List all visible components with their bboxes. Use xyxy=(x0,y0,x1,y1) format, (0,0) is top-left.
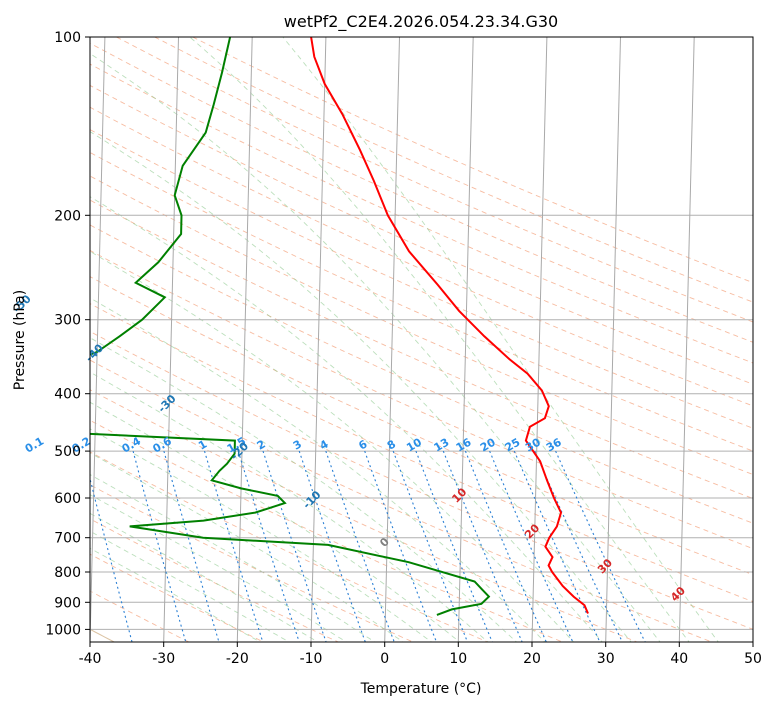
mixing-ratio-line xyxy=(534,450,624,642)
moist-adiabat xyxy=(189,37,690,642)
y-tick-label: 400 xyxy=(54,387,81,403)
mixing-ratio-line xyxy=(237,450,300,642)
dry-adiabat xyxy=(90,199,753,500)
dry-adiabat xyxy=(90,151,753,452)
series-layer xyxy=(90,37,589,616)
y-tick-label: 700 xyxy=(54,531,81,547)
y-tick-label: 300 xyxy=(54,313,81,329)
mixing-ratio-line xyxy=(163,450,220,642)
mixing-ratio-line xyxy=(364,450,437,642)
isotherm-line xyxy=(310,37,327,642)
mixing-ratio-line xyxy=(36,451,82,644)
mixing-ratio-line xyxy=(90,476,133,642)
x-tick-label: 20 xyxy=(523,651,541,667)
mixing-ratio-line xyxy=(325,450,395,642)
mixing-ratio-line xyxy=(513,450,601,642)
x-tick-label: 40 xyxy=(670,651,688,667)
x-axis-title: Temperature (°C) xyxy=(360,681,482,697)
dry-adiabat xyxy=(90,276,753,576)
isotherm-line xyxy=(384,37,400,642)
mixing-ratio-line xyxy=(298,450,366,642)
mixing-ratio-line xyxy=(392,450,469,642)
isotherm-line xyxy=(752,621,753,642)
dry-adiabat xyxy=(90,303,753,603)
x-tick-label: -30 xyxy=(152,651,175,667)
x-tick-label: 50 xyxy=(744,651,762,667)
dry-adiabat xyxy=(90,359,713,642)
chart-title: wetPf2_C2E4.2026.054.23.34.G30 xyxy=(284,12,558,32)
dry-adiabat xyxy=(90,175,753,475)
mixing-ratio-line xyxy=(203,450,264,642)
dry-adiabat xyxy=(90,84,753,385)
y-tick-label: 100 xyxy=(54,30,81,46)
x-tick-label: 30 xyxy=(597,651,615,667)
y-tick-label: 600 xyxy=(54,491,81,507)
grid-layer xyxy=(36,37,753,644)
y-tick-label: 500 xyxy=(54,444,81,460)
x-tick-label: 0 xyxy=(380,651,389,667)
isotherm-line xyxy=(457,37,474,642)
isotherm-line xyxy=(531,37,548,642)
isotherm-line xyxy=(605,37,621,642)
moist-adiabat xyxy=(90,53,661,642)
x-tick-label: -10 xyxy=(300,651,323,667)
x-tick-label: 10 xyxy=(449,651,467,667)
y-tick-label: 200 xyxy=(54,208,81,224)
dry-adiabat xyxy=(90,224,753,524)
y-tick-label: 800 xyxy=(54,565,81,581)
mixing-ratio-line xyxy=(132,450,187,642)
dry-adiabat xyxy=(90,63,753,364)
x-tick-label: -40 xyxy=(79,651,102,667)
mixing-ratio-label: 0.1 xyxy=(23,435,46,456)
axis-layer: -40 -30 -20 -10 0 10 20 30 40 50 100 200 300 400 500 60… xyxy=(45,30,762,667)
isotherm-line xyxy=(678,37,695,642)
y-tick-label: 1000 xyxy=(45,622,81,638)
mixing-ratio-line xyxy=(555,450,646,642)
y-tick-label: 900 xyxy=(54,595,81,611)
plot-background xyxy=(90,37,753,642)
isotherm-line xyxy=(90,37,106,642)
moist-adiabat xyxy=(90,337,518,642)
dewpoint-profile-line xyxy=(90,37,491,616)
isotherm-line xyxy=(163,37,179,642)
isotherm-line xyxy=(236,37,253,642)
y-axis-title: Pressure (hPa) xyxy=(12,290,28,390)
dry-adiabat xyxy=(90,42,753,343)
x-tick-label: -20 xyxy=(226,651,249,667)
temperature-profile-line xyxy=(310,37,589,614)
plot-frame xyxy=(89,36,754,643)
moist-adiabat xyxy=(90,401,461,642)
